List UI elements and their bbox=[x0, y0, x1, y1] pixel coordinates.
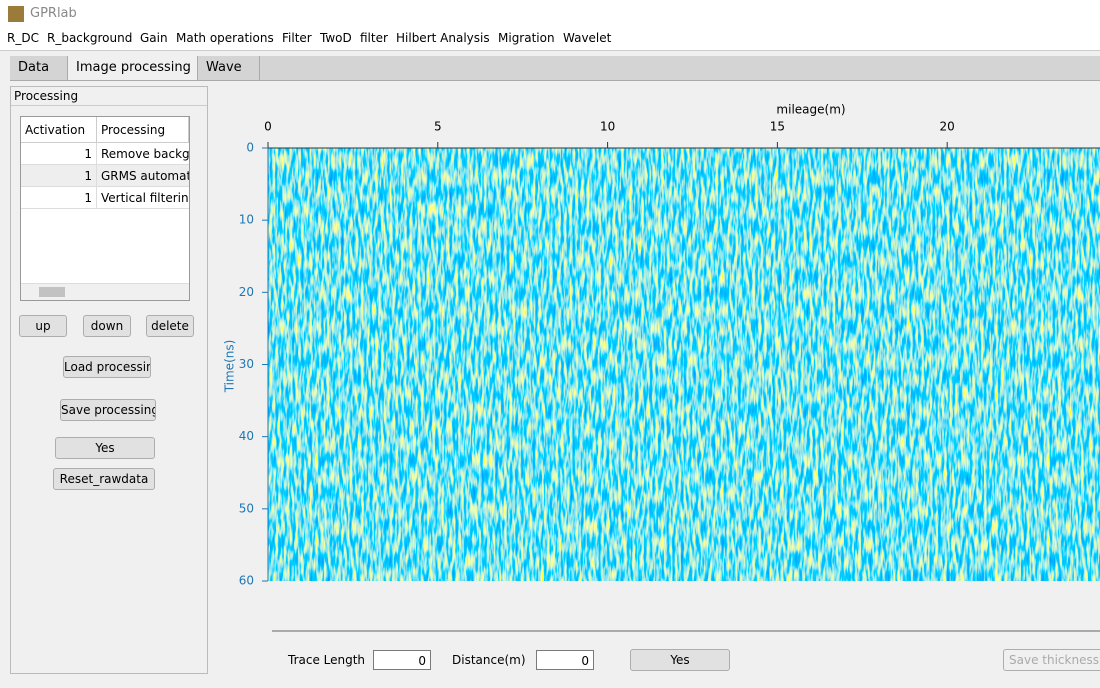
menu-item[interactable]: Wavelet bbox=[563, 31, 612, 45]
radargram-chart: mileage(m) Time(ns) 0 5 10 15 20 0 10 20 30 40 50 6… bbox=[223, 103, 1100, 588]
menu-item[interactable]: TwoD bbox=[320, 31, 352, 45]
tab[interactable]: Image processing bbox=[68, 56, 198, 80]
load-button[interactable]: Load processin bbox=[63, 356, 151, 378]
save-thickness-button[interactable]: Save thickness bbox=[1003, 649, 1100, 671]
menu-item[interactable]: filter bbox=[360, 31, 388, 45]
menu-item[interactable]: R_background bbox=[47, 31, 133, 45]
panel-title: Processing bbox=[14, 89, 79, 103]
x-tick-label: 15 bbox=[770, 120, 785, 134]
radargram-image bbox=[268, 148, 1100, 581]
y-tick-label: 40 bbox=[239, 429, 254, 443]
tab-bar: Data Image processing Wave bbox=[10, 56, 1100, 81]
tab[interactable]: Wave bbox=[198, 56, 260, 80]
y-tick-label: 20 bbox=[239, 285, 254, 299]
app-icon bbox=[8, 6, 24, 22]
menu-item[interactable]: Filter bbox=[282, 31, 312, 45]
trace-length-input[interactable]: 0 bbox=[373, 650, 431, 670]
slider-track[interactable] bbox=[272, 630, 1100, 632]
table-cell[interactable]: 1 bbox=[21, 143, 97, 165]
column-header: Processing bbox=[97, 117, 189, 143]
y-tick-label: 50 bbox=[239, 501, 254, 515]
x-tick-label: 5 bbox=[434, 120, 442, 134]
distance-label: Distance(m) bbox=[452, 653, 526, 667]
table-cell[interactable]: 1 bbox=[21, 187, 97, 209]
x-axis-label: mileage(m) bbox=[776, 103, 845, 117]
column-header: Activation bbox=[21, 117, 97, 143]
menu-item[interactable]: Migration bbox=[498, 31, 555, 45]
y-tick-label: 60 bbox=[239, 574, 254, 588]
tab[interactable]: Data bbox=[10, 56, 68, 80]
down-button[interactable]: down bbox=[83, 315, 131, 337]
trace-length-label: Trace Length bbox=[288, 653, 366, 667]
x-tick-label: 20 bbox=[940, 120, 955, 134]
save-button[interactable]: Save processing bbox=[60, 399, 156, 421]
delete-button[interactable]: delete bbox=[146, 315, 194, 337]
window-title: GPRlab bbox=[30, 6, 77, 21]
y-tick-label: 30 bbox=[239, 357, 254, 371]
menu-item[interactable]: Math operations bbox=[176, 31, 274, 45]
menu-bar: R_DC R_background Gain Math operations Filte… bbox=[0, 28, 1100, 51]
title-bar: GPRlab bbox=[0, 0, 1100, 28]
yes-button[interactable]: Yes bbox=[55, 437, 155, 459]
table-cell[interactable]: 1 bbox=[21, 165, 97, 187]
reset-button[interactable]: Reset_rawdata bbox=[53, 468, 155, 490]
table-cell[interactable]: Vertical filtering bbox=[97, 187, 189, 209]
distance-input[interactable]: 0 bbox=[536, 650, 594, 670]
y-tick-label: 10 bbox=[239, 213, 254, 227]
menu-item[interactable]: Hilbert Analysis bbox=[396, 31, 490, 45]
y-tick-label: 0 bbox=[246, 141, 254, 155]
table-cell[interactable]: GRMS automati bbox=[97, 165, 189, 187]
y-axis-label: Time(ns) bbox=[223, 340, 237, 394]
x-tick-label: 0 bbox=[264, 120, 272, 134]
menu-item[interactable]: Gain bbox=[140, 31, 168, 45]
menu-item[interactable]: R_DC bbox=[7, 31, 39, 45]
processing-panel: Processing Activation Processing 1 Remove b… bbox=[10, 86, 208, 674]
x-tick-label: 10 bbox=[600, 120, 615, 134]
table-cell[interactable]: Remove backgro bbox=[97, 143, 189, 165]
footer-yes-button[interactable]: Yes bbox=[630, 649, 730, 671]
up-button[interactable]: up bbox=[19, 315, 67, 337]
scroll-thumb[interactable] bbox=[39, 287, 65, 297]
